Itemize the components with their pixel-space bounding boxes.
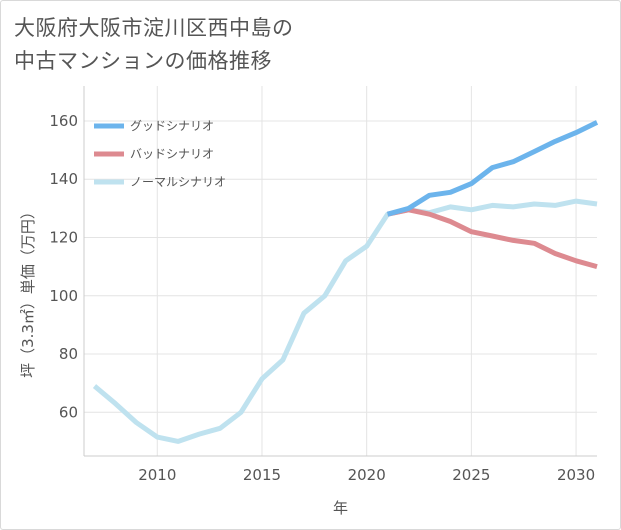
series-line-3 xyxy=(92,198,598,444)
y-tick-label: 60 xyxy=(59,403,78,421)
y-tick-label: 120 xyxy=(49,228,78,246)
series-lines xyxy=(92,120,599,444)
legend-label: ノーマルシナリオ xyxy=(130,175,226,189)
axes xyxy=(83,86,597,457)
x-axis-title: 年 xyxy=(333,499,348,517)
y-tick-label: 100 xyxy=(49,287,78,305)
grid-lines xyxy=(84,86,597,456)
x-tick-label: 2025 xyxy=(452,466,490,484)
x-tick-label: 2030 xyxy=(557,466,595,484)
legend-label: バッドシナリオ xyxy=(130,147,214,161)
series-line-1 xyxy=(386,120,599,217)
y-tick-label: 80 xyxy=(59,345,78,363)
x-tick-label: 2015 xyxy=(243,466,281,484)
legend-label: グッドシナリオ xyxy=(130,119,214,133)
x-tick-label: 2020 xyxy=(348,466,386,484)
y-axis-title: 坪（3.3㎡）単価（万円） xyxy=(19,204,37,378)
y-tick-label: 160 xyxy=(49,112,78,130)
chart-title: 大阪府大阪市淀川区西中島の 中古マンションの価格推移 xyxy=(14,16,294,73)
y-tick-label: 140 xyxy=(49,170,78,188)
x-tick-label: 2010 xyxy=(138,466,176,484)
series-line-2 xyxy=(387,207,598,270)
tick-labels: 2010 2015 2020 2025 2030 60 80 100 120 140 160 xyxy=(49,112,595,484)
